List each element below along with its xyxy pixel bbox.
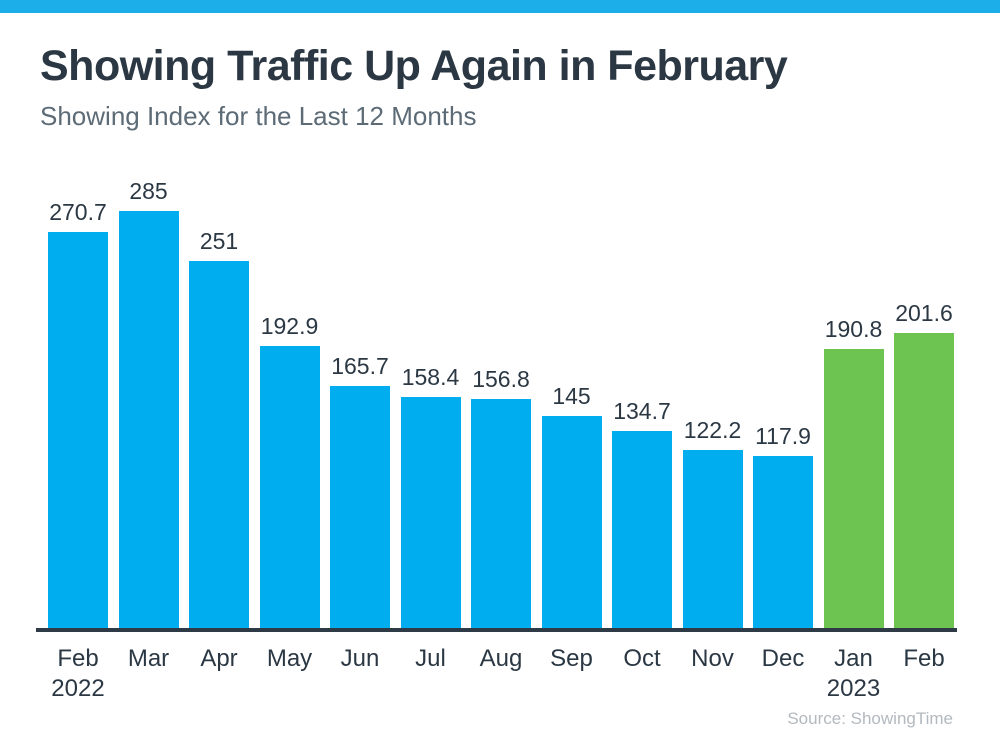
x-axis-label: Feb 2022: [48, 644, 108, 704]
bar-group: 270.7: [48, 199, 108, 629]
x-axis-label: Jun: [330, 644, 390, 704]
bar-group: 158.4: [400, 364, 461, 629]
bar-group: 134.7: [612, 398, 672, 629]
bar-value-label: 122.2: [683, 417, 742, 443]
bar: [471, 399, 531, 629]
bar-value-label: 117.9: [755, 423, 811, 449]
bar-group: 192.9: [259, 313, 320, 629]
chart-subtitle: Showing Index for the Last 12 Months: [40, 101, 477, 131]
x-axis-label: Feb: [894, 644, 954, 704]
bar-value-label: 158.4: [401, 364, 460, 390]
x-axis-label: Sep: [542, 644, 602, 704]
bar: [48, 232, 108, 629]
bar-value-label: 190.8: [824, 316, 883, 342]
bar-group: 145: [541, 383, 602, 629]
chart-title: Showing Traffic Up Again in February: [40, 42, 788, 90]
x-axis-label: Mar: [119, 644, 179, 704]
x-axis-label: May: [260, 644, 320, 704]
year-label: 2023: [826, 675, 881, 702]
month-label: Feb: [57, 645, 99, 672]
month-label: May: [266, 645, 313, 672]
bar-group: 251: [189, 228, 249, 629]
bar-chart: 270.7 285 251 192.9 165.7 158.4 156.8 145 134.7 1…: [36, 177, 957, 632]
month-label: Nov: [691, 645, 734, 672]
month-label: Mar: [127, 645, 170, 672]
bar-value-label: 192.9: [260, 313, 319, 339]
bar: [823, 349, 884, 629]
bar-value-label: 251: [199, 228, 239, 254]
x-axis-label: Jul: [401, 644, 461, 704]
bar: [189, 261, 249, 629]
year-label: 2022: [51, 675, 105, 702]
bar: [894, 333, 954, 629]
bar: [400, 397, 461, 629]
bar: [259, 346, 320, 629]
bar: [682, 450, 743, 629]
month-label: Jul: [415, 645, 446, 672]
bar: [118, 211, 179, 629]
month-label: Oct: [623, 645, 661, 672]
month-label: Sep: [550, 645, 593, 672]
bar-group: 285: [118, 178, 179, 629]
source-note: Source: ShowingTime: [787, 709, 953, 728]
bar-group: 190.8: [823, 316, 884, 629]
month-label: Feb: [903, 645, 945, 672]
bar: [541, 416, 602, 629]
bar-value-label: 156.8: [472, 366, 530, 392]
bar-value-label: 201.6: [895, 300, 953, 326]
accent-stripe: [0, 0, 1000, 13]
bar-value-label: 285: [129, 178, 168, 204]
x-axis-labels: Feb 2022 Mar Apr May Jun Jul Aug Sep Oct Nov Dec Jan…: [48, 644, 954, 704]
bar: [612, 431, 672, 629]
x-axis-label: Jan 2023: [824, 644, 884, 704]
bar: [753, 456, 813, 629]
month-label: Aug: [479, 645, 523, 672]
bar-value-label: 134.7: [613, 398, 671, 424]
bar-group: 165.7: [330, 353, 390, 629]
bar-value-label: 145: [552, 383, 591, 409]
bar-value-label: 270.7: [49, 199, 107, 225]
month-label: Jan: [834, 645, 873, 672]
x-axis-label: Apr: [189, 644, 249, 704]
bar-group: 122.2: [682, 417, 743, 629]
month-label: Apr: [200, 645, 238, 672]
x-axis-label: Dec: [753, 644, 813, 704]
bar-value-label: 165.7: [331, 353, 389, 379]
bar-group: 201.6: [894, 300, 954, 629]
x-axis-label: Nov: [683, 644, 743, 704]
x-axis-line: [36, 628, 957, 632]
bar-group: 117.9: [753, 423, 813, 629]
bar-group: 156.8: [471, 366, 531, 629]
x-axis-label: Aug: [471, 644, 531, 704]
month-label: Jun: [340, 645, 380, 672]
month-label: Dec: [761, 645, 805, 672]
x-axis-label: Oct: [612, 644, 672, 704]
bars-area: 270.7 285 251 192.9 165.7 158.4 156.8 145 134.7 1…: [48, 178, 954, 629]
bar: [330, 386, 390, 629]
